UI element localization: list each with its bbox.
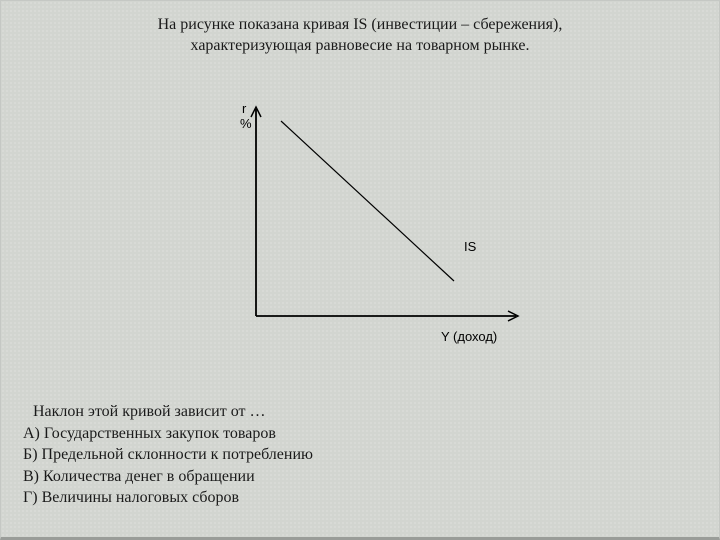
is-chart-svg: r % IS Y (доход) <box>226 101 556 361</box>
is-curve <box>281 121 454 281</box>
option-a: А) Государственных закупок товаров <box>23 423 313 445</box>
title-line-2: характеризующая равновесие на товарном р… <box>1 36 719 57</box>
option-c: В) Количества денег в обращении <box>23 466 313 488</box>
question-block: Наклон этой кривой зависит от … А) Госуд… <box>23 401 313 509</box>
title-line-1: На рисунке показана кривая IS (инвестици… <box>1 15 719 36</box>
question-prompt: Наклон этой кривой зависит от … <box>23 401 313 423</box>
title-block: На рисунке показана кривая IS (инвестици… <box>1 15 719 57</box>
y-axis-label-bottom: % <box>240 116 252 131</box>
option-d: Г) Величины налоговых сборов <box>23 487 313 509</box>
option-b: Б) Предельной склонности к потреблению <box>23 444 313 466</box>
x-axis-label: Y (доход) <box>441 329 497 344</box>
is-chart: r % IS Y (доход) <box>226 101 556 361</box>
slide: На рисунке показана кривая IS (инвестици… <box>0 0 720 540</box>
is-curve-label: IS <box>464 239 477 254</box>
y-axis-label-top: r <box>242 101 247 116</box>
